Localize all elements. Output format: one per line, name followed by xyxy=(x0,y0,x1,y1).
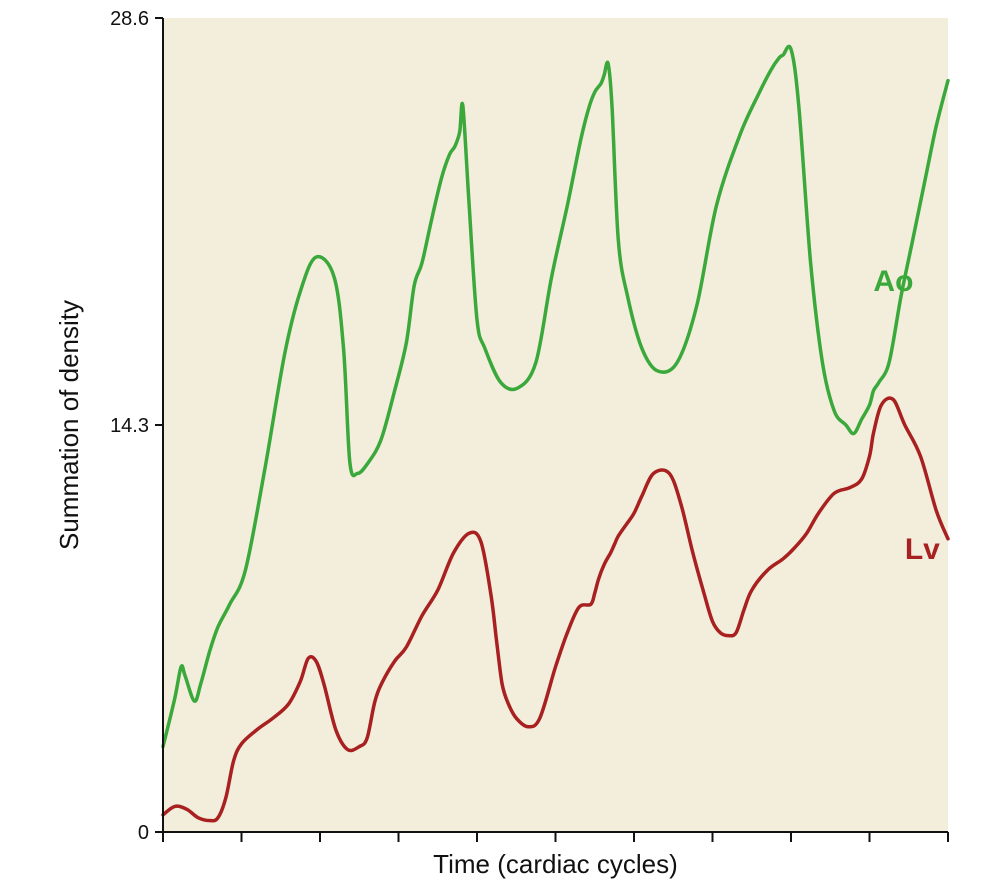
series-line-lv xyxy=(161,396,950,823)
x-axis-title: Time (cardiac cycles) xyxy=(433,849,678,879)
y-axis-title: Summation of density xyxy=(54,300,84,550)
series-label-ao: Ao xyxy=(873,265,913,298)
y-tick-label: 14.3 xyxy=(110,415,149,437)
series-label-lv: Lv xyxy=(905,533,940,566)
x-ticks xyxy=(162,832,949,842)
y-tick-label: 28.6 xyxy=(110,8,149,30)
series-label-layer: Ao Lv xyxy=(873,265,940,566)
y-tick-label: 0 xyxy=(138,822,149,844)
y-ticks: 0 14.3 28.6 xyxy=(110,8,163,844)
series-layer xyxy=(161,44,950,823)
series-line-ao xyxy=(161,44,950,749)
